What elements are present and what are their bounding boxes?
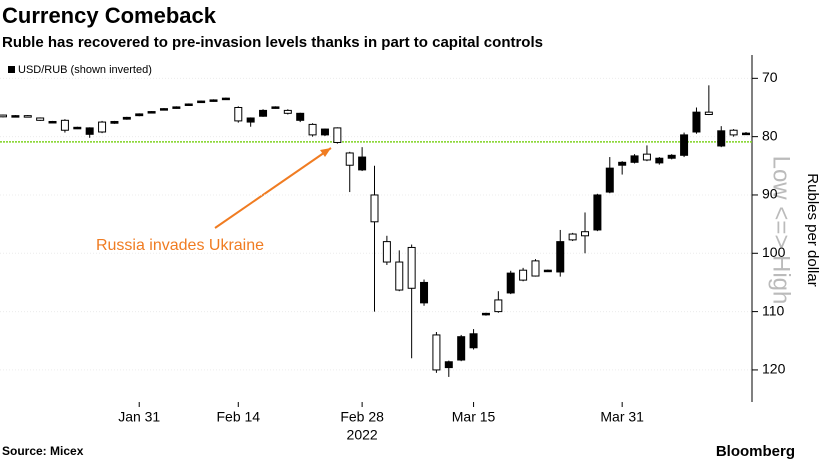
candle-body bbox=[320, 128, 329, 136]
x-tick-label: Feb 28 bbox=[340, 409, 384, 425]
candle-body bbox=[234, 106, 243, 122]
candle-body bbox=[568, 233, 577, 241]
brand: Bloomberg bbox=[716, 443, 795, 460]
legend-label: USD/RUB (shown inverted) bbox=[18, 64, 152, 76]
candle-body bbox=[556, 241, 565, 273]
y-tick-label: 120 bbox=[762, 361, 786, 377]
candle-body bbox=[605, 167, 614, 193]
candle-body bbox=[147, 111, 156, 114]
candle-body bbox=[630, 155, 639, 163]
candle-body bbox=[382, 241, 391, 263]
candle-body bbox=[469, 333, 478, 349]
candle-body bbox=[444, 361, 453, 369]
candle-body bbox=[159, 108, 168, 111]
candle-body bbox=[581, 231, 590, 237]
y-tick-label: 80 bbox=[762, 127, 778, 143]
candle-body bbox=[221, 97, 230, 101]
candle-body bbox=[506, 272, 515, 294]
candle-body bbox=[457, 336, 466, 361]
y-tick-label: 70 bbox=[762, 69, 778, 85]
candle-body bbox=[184, 103, 193, 106]
direction-note: Low <=> High bbox=[768, 156, 795, 305]
candle-body bbox=[395, 261, 404, 291]
x-tick-label: Mar 31 bbox=[600, 409, 644, 425]
candle-body bbox=[481, 312, 490, 316]
candle-body bbox=[172, 106, 181, 109]
y-axis-label: Rubles per dollar bbox=[804, 173, 821, 286]
legend-swatch bbox=[8, 66, 15, 73]
x-tick-label: Feb 14 bbox=[216, 409, 260, 425]
candle-body bbox=[197, 100, 206, 104]
candle-body bbox=[543, 269, 552, 273]
chart-subtitle: Ruble has recovered to pre-invasion leve… bbox=[2, 34, 543, 51]
candle-body bbox=[420, 281, 429, 304]
candle-body bbox=[692, 111, 701, 133]
candle-body bbox=[667, 154, 676, 159]
candle-body bbox=[0, 114, 7, 118]
candle-body bbox=[98, 121, 107, 133]
annotation-arrowhead bbox=[320, 148, 331, 157]
candle-body bbox=[618, 161, 627, 166]
x-tick-label: Mar 15 bbox=[452, 409, 496, 425]
candle-body bbox=[729, 129, 738, 136]
annotation-arrow bbox=[214, 147, 332, 229]
candle-body bbox=[73, 126, 82, 130]
candle-body bbox=[333, 127, 342, 143]
candle-body bbox=[593, 194, 602, 231]
candle-body bbox=[122, 116, 131, 120]
candle-body bbox=[135, 113, 144, 117]
candle-body bbox=[36, 117, 45, 121]
candle-body bbox=[642, 153, 651, 161]
candle-body bbox=[432, 334, 441, 371]
source: Source: Micex bbox=[2, 444, 84, 458]
candle-body bbox=[60, 119, 69, 131]
candle-body bbox=[407, 246, 416, 289]
candle-body bbox=[494, 299, 503, 313]
y-tick-label: 100 bbox=[762, 244, 786, 260]
candle-body bbox=[283, 109, 292, 114]
candle-body bbox=[655, 157, 664, 164]
y-tick-label: 90 bbox=[762, 186, 778, 202]
candle-body bbox=[519, 269, 528, 281]
candle-body bbox=[358, 156, 367, 171]
candle-body bbox=[296, 112, 305, 121]
candle-body bbox=[23, 115, 32, 118]
candle-body bbox=[680, 134, 689, 156]
x-year-label: 2022 bbox=[347, 427, 378, 443]
candle-body bbox=[271, 106, 280, 109]
candle-body bbox=[48, 120, 57, 124]
annotation: Russia invades Ukraine bbox=[96, 237, 264, 254]
candle-body bbox=[717, 130, 726, 147]
candle-body bbox=[259, 109, 268, 117]
candle-body bbox=[246, 117, 255, 123]
candle-body bbox=[110, 120, 119, 124]
candle-body bbox=[704, 111, 713, 115]
candle-body bbox=[742, 132, 750, 136]
candle-body bbox=[531, 260, 540, 277]
candle-body bbox=[85, 127, 94, 135]
candle-body bbox=[370, 194, 379, 223]
y-tick-label: 110 bbox=[762, 302, 785, 318]
candle-body bbox=[308, 123, 317, 136]
x-tick-label: Jan 31 bbox=[118, 409, 160, 425]
candle-body bbox=[345, 152, 354, 166]
candle-body bbox=[11, 115, 20, 118]
chart-title: Currency Comeback bbox=[2, 3, 217, 28]
candle-body bbox=[209, 99, 218, 102]
